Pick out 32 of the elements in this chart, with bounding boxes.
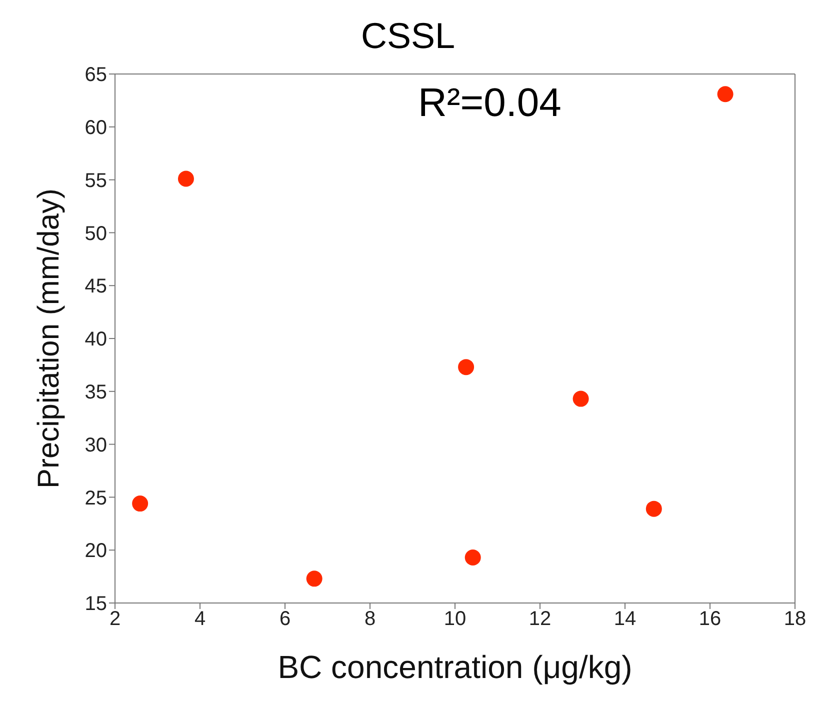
- point: [306, 570, 322, 587]
- point: [464, 550, 481, 566]
- x-tick-label: 8: [364, 608, 376, 630]
- y-tick-label: 20: [84, 540, 107, 562]
- y-tick-label: 55: [84, 170, 107, 192]
- point: [572, 390, 589, 407]
- x-tick-label: 10: [444, 608, 466, 630]
- y-tick-label: 15: [84, 593, 107, 616]
- point: [132, 496, 148, 512]
- point: [646, 500, 662, 517]
- y-tick-label: 60: [84, 117, 107, 139]
- x-tick-label: 4: [194, 608, 206, 630]
- x-tick-label: 2: [109, 608, 121, 630]
- x-tick-label: 6: [279, 608, 291, 630]
- x-tick-label: 18: [784, 608, 806, 630]
- y-tick-label: 65: [84, 64, 107, 86]
- point: [178, 170, 194, 187]
- x-tick-label: 16: [698, 608, 722, 630]
- y-tick-label: 40: [84, 328, 107, 351]
- point: [458, 359, 474, 376]
- y-tick-label: 30: [84, 434, 107, 456]
- point: [717, 86, 734, 102]
- y-tick-label: 45: [84, 276, 107, 298]
- y-tick-label: 50: [84, 222, 107, 245]
- x-tick-label: 12: [528, 608, 552, 630]
- y-tick-label: 35: [84, 382, 107, 404]
- chart-title: CSSL: [360, 14, 456, 58]
- y-axis-title: Precipitation (mm/day): [32, 188, 66, 489]
- x-axis-title: BC concentration (μg/kg): [278, 649, 632, 685]
- annotation: R²=0.04: [418, 81, 562, 126]
- x-tick-label: 14: [614, 608, 636, 630]
- y-tick-label: 25: [84, 487, 107, 510]
